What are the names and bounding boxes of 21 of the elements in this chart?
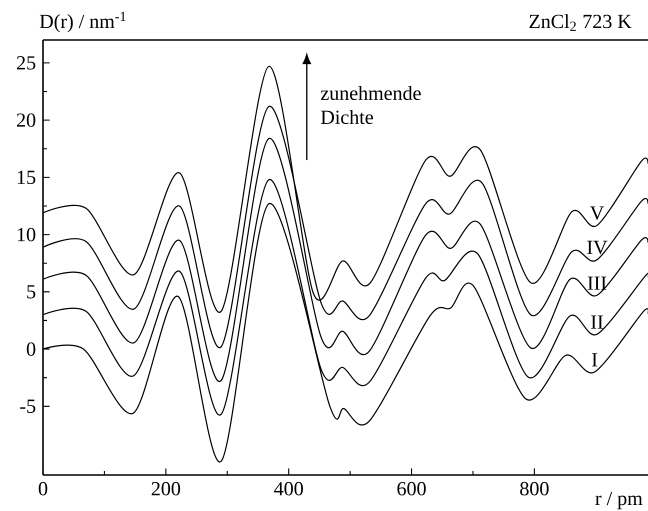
x-tick-label: 0 (38, 482, 48, 496)
y-tick-label: 5 (27, 285, 36, 298)
y-tick-label: 10 (18, 228, 36, 242)
series-label: I (592, 353, 598, 366)
y-tick-label: 15 (18, 170, 36, 184)
y-tick-label: 0 (26, 342, 36, 356)
x-tick-label: 200 (152, 482, 180, 496)
series-label: II (591, 316, 603, 329)
x-tick-label: 400 (274, 482, 303, 496)
series-label: III (588, 276, 606, 290)
y-tick-label: -5 (20, 400, 36, 413)
annotation: zunehmende Dichte (320, 86, 421, 124)
y-tick-label: 25 (16, 56, 36, 70)
x-axis-title: r / pm (595, 492, 642, 510)
x-tick-label: 600 (397, 482, 426, 496)
series-label: IV (587, 240, 608, 254)
y-tick-label: 20 (16, 113, 36, 127)
chart-title: ZnCl$_{2}$ 723 K (529, 14, 632, 31)
x-tick-label: 800 (520, 482, 549, 496)
series-label: V (590, 206, 604, 220)
y-axis-title: D(r) / nm$^{-1}$ (40, 12, 126, 32)
